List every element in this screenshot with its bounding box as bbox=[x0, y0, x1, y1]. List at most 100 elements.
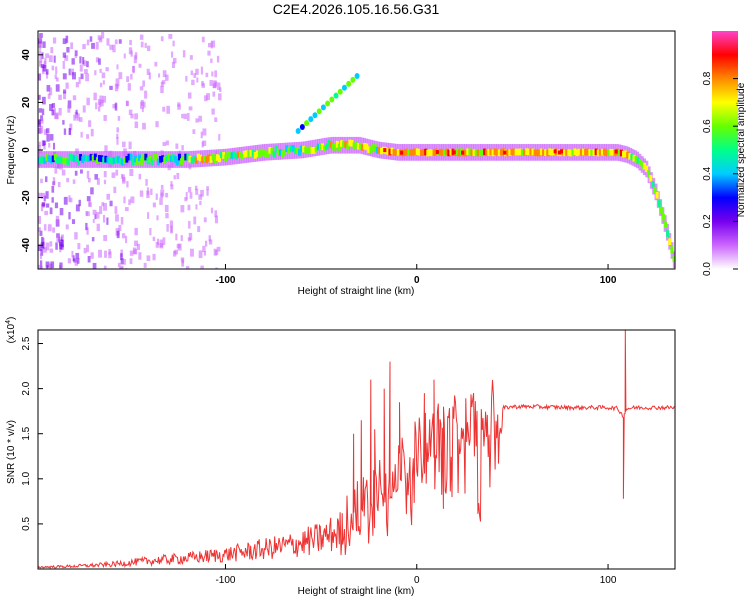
spectrogram-cell bbox=[394, 148, 398, 156]
spectrogram-speckle bbox=[99, 95, 104, 104]
spectrogram-cell bbox=[316, 143, 320, 151]
spectrogram-cell bbox=[169, 155, 173, 163]
spectrogram-speckle bbox=[103, 203, 107, 211]
spectrogram-cell bbox=[95, 157, 99, 164]
spectrogram-branch bbox=[312, 112, 318, 119]
spectrogram-cell bbox=[224, 154, 228, 162]
spectrogram-speckle bbox=[79, 64, 83, 72]
spectrogram-speckle bbox=[99, 68, 102, 73]
figure-title: C2E4.2026.105.16.56.G31 bbox=[273, 1, 440, 17]
colorbar-tick-label: 0.2 bbox=[702, 214, 713, 228]
spectrogram-speckle bbox=[180, 205, 185, 213]
spectrogram-cell bbox=[323, 145, 327, 153]
spectrogram-speckle bbox=[181, 258, 184, 264]
spectrogram-cell bbox=[344, 141, 348, 148]
spectrogram-speckle bbox=[46, 85, 51, 92]
spectrogram-speckle bbox=[175, 233, 178, 241]
spectrogram-speckle bbox=[199, 200, 202, 206]
spectrogram-speckle bbox=[116, 137, 119, 145]
spectrogram-cell bbox=[533, 149, 537, 156]
spectrogram-speckle bbox=[195, 204, 198, 210]
spectrogram-peak bbox=[614, 149, 620, 154]
spectrogram-cell bbox=[449, 148, 453, 156]
spectrogram-cell bbox=[342, 141, 346, 148]
spectrogram-speckle bbox=[191, 79, 195, 86]
spectrogram-speckle bbox=[38, 73, 42, 81]
spectrogram-cell bbox=[447, 149, 451, 157]
spectrogram-cell bbox=[588, 149, 592, 156]
spectrogram-cell bbox=[424, 148, 428, 156]
spectrogram-speckle bbox=[38, 215, 42, 224]
spectrogram-speckle bbox=[62, 73, 67, 80]
spectrogram-speckle bbox=[119, 266, 123, 269]
spectrogram-speckle bbox=[139, 190, 144, 197]
spectrogram-speckle bbox=[108, 251, 112, 259]
spectrogram-cell bbox=[41, 156, 45, 164]
snr-y-label: SNR (10 * v/v) bbox=[6, 420, 17, 484]
spectrogram-speckle bbox=[202, 140, 207, 146]
spectrogram-cell bbox=[396, 149, 400, 156]
spectrogram-cell bbox=[266, 150, 270, 158]
spectrogram-speckle bbox=[54, 74, 57, 79]
spectrogram-cell bbox=[220, 151, 224, 159]
spectrogram-speckle bbox=[74, 170, 78, 176]
spectrogram-speckle bbox=[187, 204, 191, 211]
spectrogram-cell bbox=[369, 146, 373, 154]
spectrogram-cell bbox=[175, 158, 179, 166]
spectrogram-speckle bbox=[45, 176, 48, 183]
spectrogram-cell bbox=[377, 146, 381, 154]
spectrogram-cell bbox=[108, 156, 112, 164]
spectrogram-speckle bbox=[68, 68, 71, 76]
spectrogram-speckle bbox=[88, 120, 92, 127]
spectrogram-cell bbox=[575, 149, 579, 157]
spectrogram-speckle bbox=[168, 34, 173, 39]
spectrogram-cell bbox=[302, 145, 306, 153]
spectrogram-cell bbox=[146, 157, 150, 165]
spectrogram-speckle bbox=[177, 243, 182, 251]
spectrogram-cell bbox=[647, 170, 651, 177]
spectrogram-cell bbox=[289, 145, 293, 152]
spectrogram-cell bbox=[617, 149, 621, 157]
spectrogram-y-tick-label: -20 bbox=[21, 190, 32, 205]
spectrogram-cell bbox=[222, 152, 226, 159]
spectrogram-cell bbox=[466, 148, 470, 156]
spectrogram-speckle bbox=[80, 131, 83, 138]
spectrogram-cell bbox=[596, 149, 600, 157]
spectrogram-cell bbox=[445, 148, 449, 156]
spectrogram-peak bbox=[383, 148, 389, 153]
spectrogram-branch bbox=[295, 127, 301, 134]
spectrogram-cell bbox=[243, 150, 247, 158]
spectrogram-speckle bbox=[134, 240, 139, 247]
spectrogram-speckle bbox=[218, 134, 221, 141]
spectrogram-speckle bbox=[41, 52, 44, 59]
spectrogram-cell bbox=[39, 156, 43, 164]
spectrogram-speckle bbox=[99, 82, 103, 88]
spectrogram-speckle bbox=[43, 60, 47, 68]
spectrogram-speckle bbox=[68, 212, 71, 220]
spectrogram-cell bbox=[196, 153, 200, 161]
spectrogram-speckle bbox=[67, 104, 71, 113]
spectrogram-cell bbox=[125, 155, 129, 163]
spectrogram-speckle bbox=[83, 60, 87, 67]
spectrogram-speckle bbox=[162, 237, 166, 245]
spectrogram-speckle bbox=[114, 102, 118, 111]
spectrogram-speckle bbox=[217, 82, 221, 91]
spectrogram-cell bbox=[58, 156, 62, 164]
spectrogram-cell bbox=[594, 148, 598, 156]
spectrogram-speckle bbox=[78, 117, 83, 122]
snr-y-scale-exp: 4 bbox=[5, 320, 12, 324]
spectrogram-cell bbox=[651, 180, 655, 188]
spectrogram-speckle bbox=[86, 196, 91, 202]
spectrogram-speckle bbox=[39, 45, 42, 51]
spectrogram-cell bbox=[432, 149, 436, 157]
spectrogram-cell bbox=[329, 141, 333, 149]
spectrogram-cell bbox=[535, 149, 539, 157]
spectrogram-speckle bbox=[189, 55, 193, 60]
spectrogram-cell bbox=[199, 154, 203, 162]
spectrogram-y-tick-label: 20 bbox=[21, 96, 32, 108]
spectrogram-y-tick-label: -40 bbox=[21, 238, 32, 253]
spectrogram-cell bbox=[661, 213, 665, 221]
spectrogram-speckle bbox=[41, 118, 44, 124]
spectrogram-speckle bbox=[114, 39, 118, 45]
spectrogram-speckle bbox=[200, 265, 204, 269]
